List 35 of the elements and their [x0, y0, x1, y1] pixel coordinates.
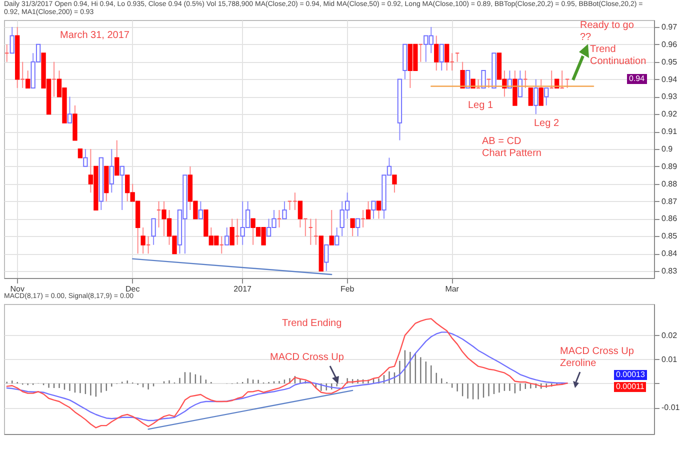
x-tick-label: Feb — [340, 284, 355, 294]
y-tick-label: 0.93 — [662, 92, 678, 102]
y-tick-label: 0.87 — [662, 196, 678, 206]
y-tick-label: 0.83 — [662, 266, 678, 276]
annotation: MACD Cross Up Zeroline — [560, 346, 635, 370]
x-tick-label: Nov — [10, 284, 24, 294]
y-tick-label: 0.89 — [662, 162, 678, 171]
y-tick-label: 0.02 — [662, 330, 678, 340]
y-tick-label: 0.96 — [662, 40, 678, 49]
annotation: 0.94 — [627, 74, 647, 84]
y-tick-label: 0.86 — [662, 214, 678, 224]
annotation: 0.00011 — [614, 382, 646, 392]
y-tick-label: 0.85 — [662, 232, 678, 241]
x-tick-label: 2017 — [234, 284, 252, 294]
y-tick-label: -0.01 — [662, 403, 680, 412]
x-tick-label: Mar — [445, 284, 460, 294]
annotation: Trend Continuation — [590, 44, 648, 68]
y-tick-label: 0.88 — [662, 179, 678, 188]
y-tick-label: 0.9 — [662, 144, 674, 154]
y-tick-label: 0.94 — [662, 74, 678, 84]
annotation: Ready to go ?? — [580, 20, 635, 44]
x-tick-label: Dec — [125, 284, 140, 294]
y-tick-label: 0.01 — [662, 354, 678, 364]
annotation: AB = CD Chart Pattern — [482, 136, 542, 160]
annotation: MACD Cross Up — [270, 352, 344, 364]
annotation: Trend Ending — [282, 318, 342, 330]
annotation: 0.00013 — [614, 370, 647, 380]
y-tick-label: 0.91 — [662, 127, 678, 136]
y-tick-label: 0.92 — [662, 110, 678, 119]
y-tick-label: 0.95 — [662, 57, 678, 66]
y-tick-label: 0.97 — [662, 22, 678, 32]
annotation: Leg 2 — [534, 118, 560, 130]
y-tick-label: 0.84 — [662, 249, 678, 258]
annotation: Leg 1 — [468, 100, 494, 112]
annotation: March 31, 2017 — [60, 30, 130, 42]
